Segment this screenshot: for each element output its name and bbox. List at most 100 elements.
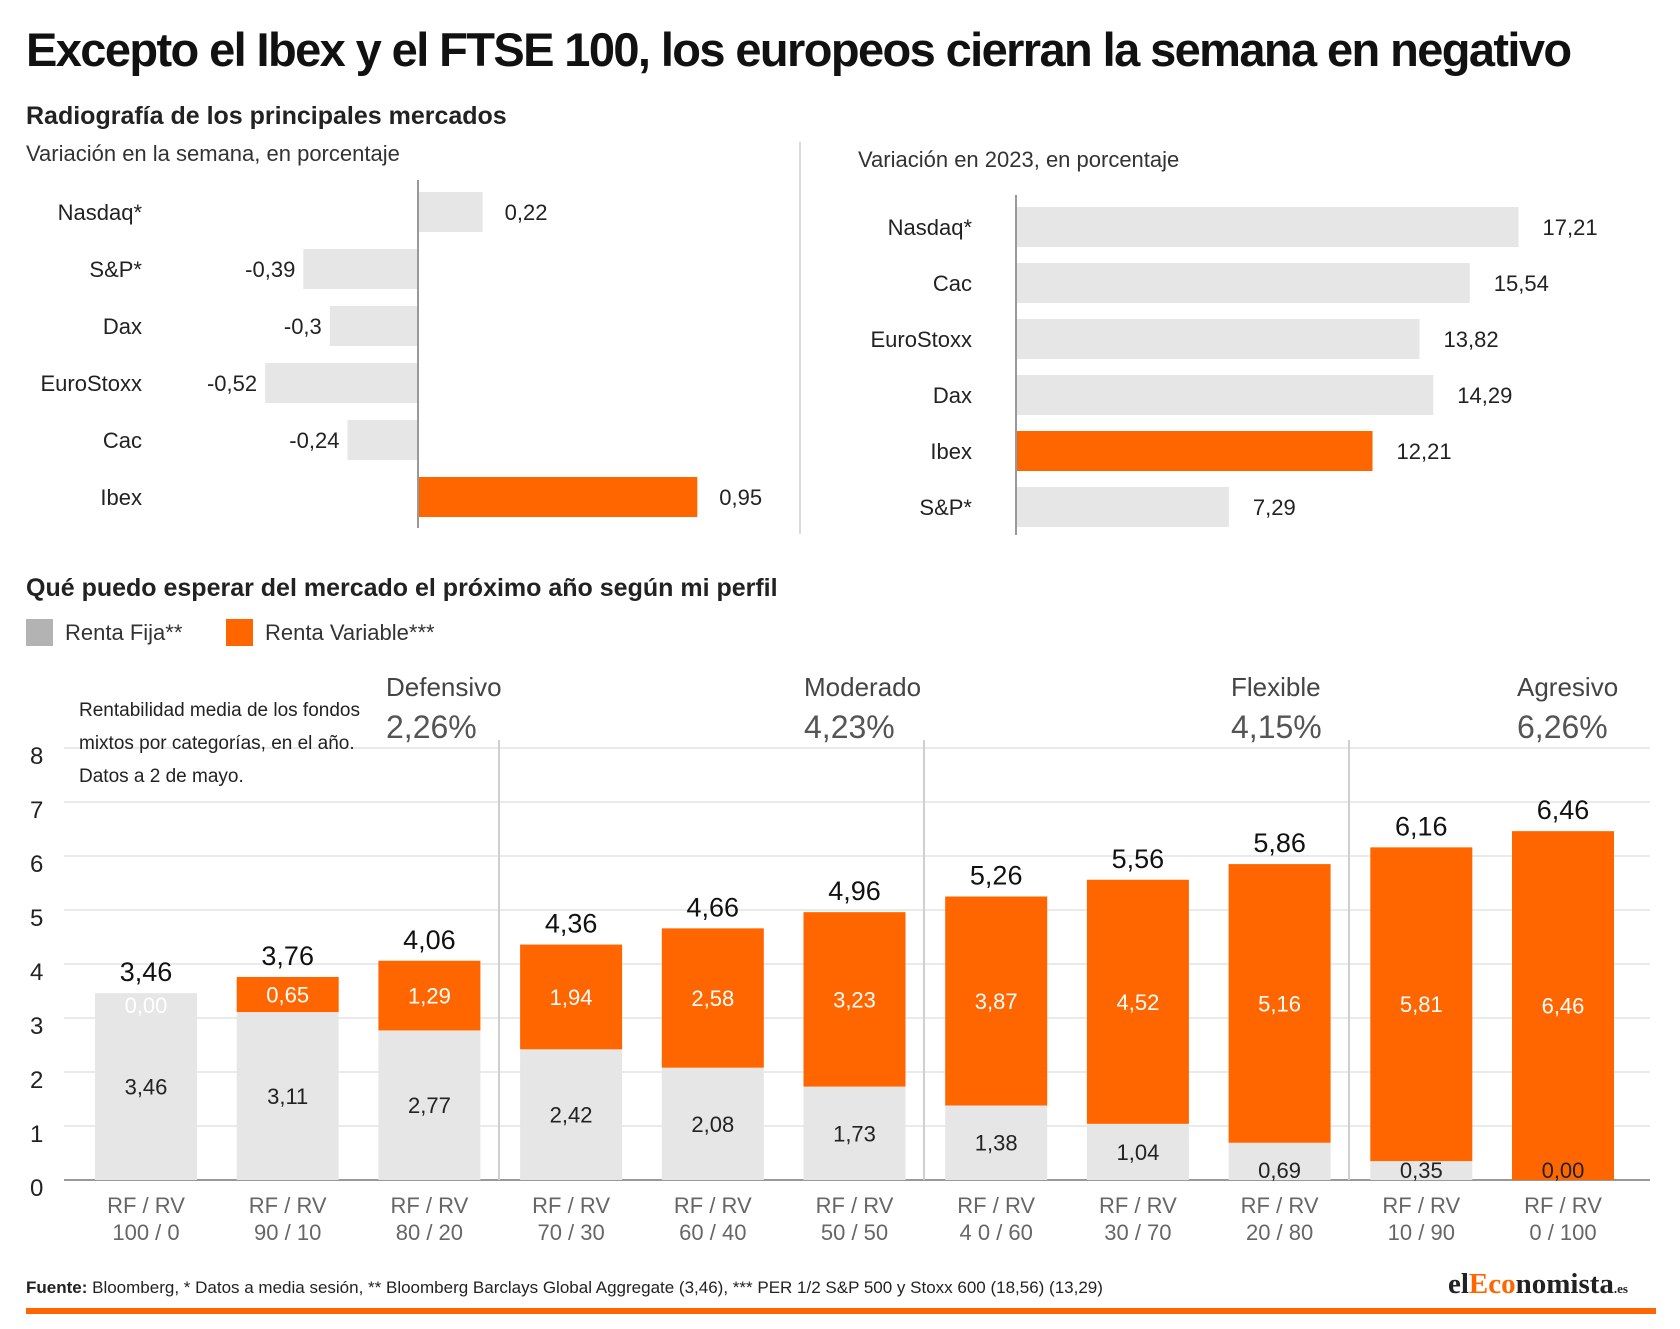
value-label: 7,29 [1253, 495, 1296, 520]
x-category-label: RF / RV [1241, 1193, 1319, 1218]
rv-value-label: 2,58 [691, 986, 734, 1011]
total-label: 3,46 [120, 957, 173, 987]
bar-renta-variable [661, 928, 764, 1068]
value-label: 0,22 [505, 200, 548, 225]
rv-value-label: 3,23 [833, 987, 876, 1012]
bar-renta-fija [1370, 1161, 1473, 1180]
rf-value-label: 0,00 [1542, 1158, 1585, 1183]
rv-value-label: 5,16 [1258, 991, 1301, 1016]
profile-return-flexible: 4,15% [1231, 709, 1322, 745]
bar-nasdaq [1016, 207, 1519, 247]
bar-eurostoxx [1016, 319, 1420, 359]
brand-logo: elEconomista.es [1448, 1268, 1628, 1301]
rf-value-label: 3,46 [125, 1075, 168, 1100]
x-category-label: RF / RV [532, 1193, 610, 1218]
x-category-label: RF / RV [249, 1193, 327, 1218]
bar-renta-variable [520, 944, 623, 1050]
rf-value-label: 1,38 [975, 1131, 1018, 1156]
bar-cac [1016, 263, 1470, 303]
x-category-label: 30 / 70 [1104, 1220, 1171, 1245]
y-tick-label: 1 [30, 1121, 43, 1148]
rv-value-label: 4,52 [1116, 990, 1159, 1015]
x-category-label: RF / RV [390, 1193, 468, 1218]
rf-value-label: 2,08 [691, 1112, 734, 1137]
bar-renta-fija [661, 1067, 764, 1180]
page-title: Excepto el Ibex y el FTSE 100, los europ… [26, 23, 1572, 76]
x-category-label: RF / RV [1382, 1193, 1460, 1218]
bar-dax [329, 306, 418, 346]
ytd-change-chart: Nasdaq* 17,21 Cac 15,54 EuroStoxx 13,82 Dax 14,… [871, 195, 1598, 535]
rf-value-label: 1,04 [1116, 1140, 1159, 1165]
brand-part1: el [1447, 1268, 1469, 1300]
y-tick-label: 2 [30, 1067, 43, 1094]
panel-divider [799, 142, 801, 534]
total-label: 4,66 [687, 892, 740, 922]
bar-renta-variable [945, 896, 1048, 1106]
x-category-label: 20 / 80 [1246, 1220, 1313, 1245]
weekly-change-chart: Nasdaq* 0,22 S&P* -0,39 Dax -0,3 EuroStoxx -0,5… [41, 180, 762, 528]
value-label: 12,21 [1397, 439, 1452, 464]
source-label: Fuente: [26, 1278, 88, 1297]
x-category-label: 100 / 0 [112, 1220, 179, 1245]
ytd-chart-title: Variación en 2023, en porcentaje [858, 147, 1180, 172]
legend-label-renta-fija: Renta Fija** [65, 619, 183, 645]
rf-value-label: 0,69 [1258, 1158, 1301, 1183]
x-category-label: 90 / 10 [254, 1220, 321, 1245]
total-label: 5,26 [970, 861, 1023, 891]
bar-renta-variable [236, 976, 339, 1013]
category-label: Nasdaq* [888, 215, 973, 240]
profile-return-agresivo: 6,26% [1517, 709, 1608, 745]
x-category-label: RF / RV [1099, 1193, 1177, 1218]
total-label: 4,96 [828, 876, 881, 906]
rv-value-label: 6,46 [1542, 994, 1585, 1019]
bar-renta-fija [803, 1086, 906, 1180]
category-label: S&P* [919, 495, 972, 520]
profile-name-defensivo: Defensivo [386, 672, 502, 702]
legend-item-renta-fija: Renta Fija** [26, 619, 182, 646]
bar-renta-variable [1512, 831, 1614, 1180]
x-category-label: 80 / 20 [396, 1220, 463, 1245]
x-category-label: RF / RV [674, 1193, 752, 1218]
bar-renta-variable [1370, 847, 1473, 1162]
y-tick-label: 5 [30, 905, 43, 932]
category-label: EuroStoxx [871, 327, 973, 352]
rv-value-label: 1,94 [550, 985, 593, 1010]
bar-renta-variable [378, 960, 481, 1031]
rv-value-label: 0,65 [266, 983, 309, 1008]
x-category-label: RF / RV [957, 1193, 1035, 1218]
category-label: Cac [933, 271, 972, 296]
bar-nasdaq [418, 192, 483, 232]
y-tick-label: 7 [30, 797, 43, 824]
bar-eurostoxx [265, 363, 418, 403]
profile-chart-title: Qué puedo esperar del mercado el próximo… [26, 574, 778, 602]
rv-value-label: 5,81 [1400, 992, 1443, 1017]
category-label: Dax [933, 383, 972, 408]
rf-value-label: 1,73 [833, 1121, 876, 1146]
total-label: 6,46 [1537, 795, 1590, 825]
rv-value-label: 0,00 [125, 993, 168, 1018]
rf-value-label: 2,77 [408, 1093, 451, 1118]
bottom-rule [26, 1308, 1656, 1314]
y-tick-label: 4 [30, 959, 43, 986]
brand-tld: .es [1613, 1281, 1628, 1296]
legend-swatch-gray [26, 619, 53, 646]
bar-s-p [303, 249, 418, 289]
legend-swatch-orange [226, 619, 253, 646]
legend-label-renta-variable: Renta Variable*** [265, 619, 435, 645]
x-category-label: 4 0 / 60 [960, 1220, 1033, 1245]
bar-s-p [1016, 487, 1229, 527]
x-category-label: 70 / 30 [537, 1220, 604, 1245]
y-tick-label: 3 [30, 1013, 43, 1040]
rf-value-label: 0,35 [1400, 1158, 1443, 1183]
value-label: -0,3 [284, 314, 322, 339]
rf-value-label: 3,11 [267, 1084, 308, 1109]
total-label: 3,76 [261, 941, 314, 971]
bar-dax [1016, 375, 1434, 415]
source-footer: Fuente: Bloomberg, * Datos a media sesió… [26, 1278, 1103, 1298]
category-label: Nasdaq* [58, 200, 143, 225]
profile-return-defensivo: 2,26% [386, 709, 477, 745]
bar-renta-fija [95, 993, 197, 1180]
bar-renta-fija [1086, 1123, 1189, 1180]
total-label: 6,16 [1395, 811, 1448, 841]
category-label: S&P* [89, 257, 142, 282]
